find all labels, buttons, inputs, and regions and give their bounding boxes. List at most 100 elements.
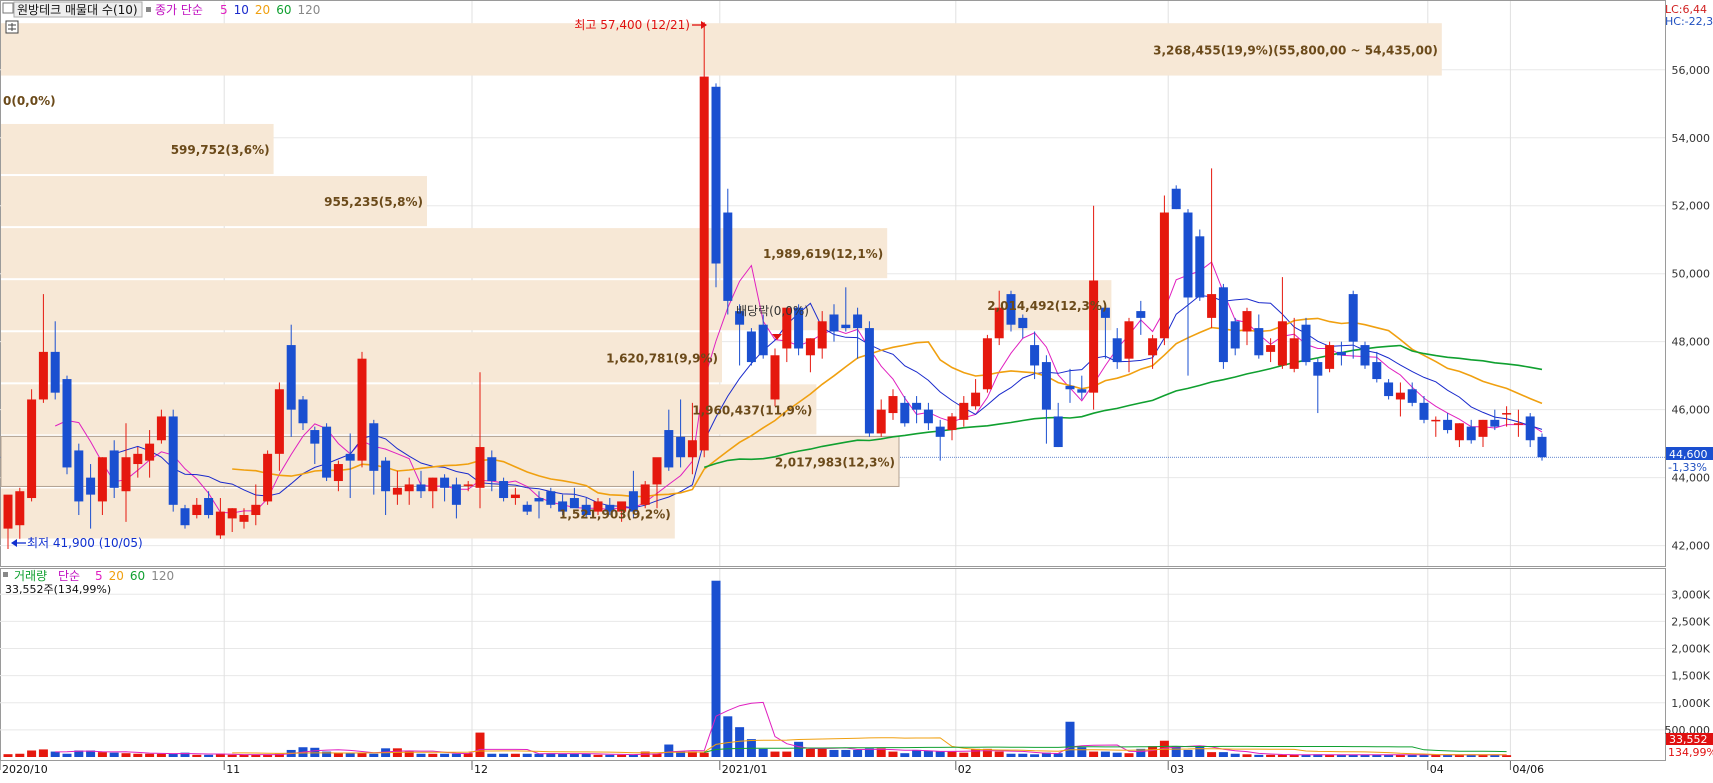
volume-bar[interactable] bbox=[699, 752, 709, 757]
volume-bar[interactable] bbox=[192, 754, 202, 757]
volume-bar[interactable] bbox=[1089, 751, 1099, 757]
candle-body[interactable] bbox=[310, 430, 320, 444]
candle-body[interactable] bbox=[215, 511, 225, 536]
volume-title[interactable]: 거래량 bbox=[14, 569, 47, 583]
volume-bar[interactable] bbox=[770, 751, 780, 757]
volume-bar[interactable] bbox=[1325, 754, 1335, 757]
candle-body[interactable] bbox=[451, 484, 461, 505]
candle-body[interactable] bbox=[687, 440, 697, 458]
candle-body[interactable] bbox=[735, 311, 745, 325]
volume-bar[interactable] bbox=[1395, 754, 1405, 757]
candle-body[interactable] bbox=[1030, 345, 1040, 366]
candle-body[interactable] bbox=[1301, 324, 1311, 363]
volume-bar[interactable] bbox=[805, 748, 815, 757]
candle-body[interactable] bbox=[558, 501, 568, 512]
volume-bar[interactable] bbox=[15, 753, 25, 757]
candle-body[interactable] bbox=[1313, 362, 1323, 376]
volume-bar[interactable] bbox=[876, 748, 886, 757]
candle-body[interactable] bbox=[1136, 311, 1146, 318]
candle-body[interactable] bbox=[1478, 419, 1488, 437]
volume-bar[interactable] bbox=[1466, 754, 1476, 757]
candle-body[interactable] bbox=[1395, 392, 1405, 400]
volume-bar[interactable] bbox=[322, 751, 332, 757]
candle-body[interactable] bbox=[782, 307, 792, 349]
candle-body[interactable] bbox=[841, 324, 851, 329]
volume-bar-layer[interactable] bbox=[3, 580, 1512, 757]
candle-body[interactable] bbox=[1525, 416, 1535, 441]
volume-bar[interactable] bbox=[900, 753, 910, 757]
volume-bar[interactable] bbox=[982, 748, 992, 757]
candle-body[interactable] bbox=[1112, 338, 1122, 363]
candle-body[interactable] bbox=[888, 396, 898, 414]
candle-body[interactable] bbox=[723, 212, 733, 301]
candle-body[interactable] bbox=[864, 328, 874, 434]
volume-bar[interactable] bbox=[263, 754, 273, 757]
candle-body[interactable] bbox=[1466, 426, 1476, 441]
volume-bar[interactable] bbox=[558, 753, 568, 757]
legend-item[interactable]: 20 bbox=[255, 3, 270, 17]
panel-menu-icon[interactable] bbox=[2, 2, 14, 14]
volume-bar[interactable] bbox=[605, 754, 615, 757]
candle-body[interactable] bbox=[628, 491, 638, 512]
candle-body[interactable] bbox=[168, 416, 178, 505]
volume-bar[interactable] bbox=[1490, 754, 1500, 757]
candle-body[interactable] bbox=[1443, 419, 1453, 431]
volume-bar[interactable] bbox=[3, 754, 13, 757]
volume-bar[interactable] bbox=[569, 753, 579, 757]
candle-body[interactable] bbox=[1537, 436, 1547, 458]
legend-prefix[interactable]: 종가 단순 bbox=[155, 3, 203, 17]
candle-body[interactable] bbox=[1041, 362, 1051, 410]
volume-bar[interactable] bbox=[628, 754, 638, 757]
candle-body[interactable] bbox=[912, 402, 922, 410]
candle-body[interactable] bbox=[499, 481, 509, 499]
volume-bar[interactable] bbox=[168, 753, 178, 757]
candle-body[interactable] bbox=[180, 508, 190, 526]
candle-body[interactable] bbox=[746, 331, 756, 363]
candle-body[interactable] bbox=[853, 314, 863, 329]
volume-bar[interactable] bbox=[581, 753, 591, 757]
volume-bar[interactable] bbox=[853, 749, 863, 757]
candle-body[interactable] bbox=[204, 498, 214, 516]
candle-body[interactable] bbox=[805, 338, 815, 356]
volume-bar[interactable] bbox=[1112, 752, 1122, 757]
candle-body[interactable] bbox=[298, 399, 308, 424]
candle-body[interactable] bbox=[1100, 307, 1110, 318]
volume-bar[interactable] bbox=[617, 754, 627, 757]
volume-bar[interactable] bbox=[1419, 754, 1429, 757]
candle-body[interactable] bbox=[593, 501, 603, 512]
candle-body[interactable] bbox=[475, 447, 485, 488]
volume-bar[interactable] bbox=[1136, 748, 1146, 757]
legend-item[interactable]: 5 bbox=[220, 3, 228, 17]
candle-body[interactable] bbox=[121, 457, 131, 492]
candle-body[interactable] bbox=[1218, 287, 1228, 363]
candle-body[interactable] bbox=[664, 430, 674, 468]
candle-body[interactable] bbox=[959, 402, 969, 420]
volume-bar[interactable] bbox=[1218, 752, 1228, 757]
volume-bar[interactable] bbox=[994, 751, 1004, 757]
candle-body[interactable] bbox=[923, 409, 933, 424]
volume-bar[interactable] bbox=[1077, 747, 1087, 757]
volume-bar[interactable] bbox=[416, 753, 426, 757]
volume-bar[interactable] bbox=[97, 752, 107, 757]
volume-bar[interactable] bbox=[1053, 753, 1063, 757]
legend-item[interactable]: 60 bbox=[130, 569, 145, 583]
candle-body[interactable] bbox=[1053, 416, 1063, 448]
candle-body[interactable] bbox=[817, 321, 827, 349]
legend-item[interactable]: 5 bbox=[95, 569, 103, 583]
volume-bar[interactable] bbox=[1289, 754, 1299, 757]
volume-bar[interactable] bbox=[782, 751, 792, 757]
volume-bar[interactable] bbox=[1301, 754, 1311, 757]
candle-body[interactable] bbox=[1502, 413, 1512, 415]
volume-bar[interactable] bbox=[593, 754, 603, 757]
indicator-box[interactable] bbox=[13, 1, 143, 18]
candle-body[interactable] bbox=[145, 443, 155, 461]
legend-item[interactable]: 20 bbox=[109, 569, 124, 583]
ma-legend[interactable]: 5 10 20 60 120 bbox=[220, 3, 320, 17]
candle-body[interactable] bbox=[1195, 236, 1205, 298]
candle-body[interactable] bbox=[1372, 362, 1382, 380]
volume-bar[interactable] bbox=[1230, 753, 1240, 757]
candle-body[interactable] bbox=[1384, 382, 1394, 397]
candle-body[interactable] bbox=[440, 477, 450, 488]
volume-bar[interactable] bbox=[1384, 754, 1394, 757]
volume-bar[interactable] bbox=[1348, 754, 1358, 757]
